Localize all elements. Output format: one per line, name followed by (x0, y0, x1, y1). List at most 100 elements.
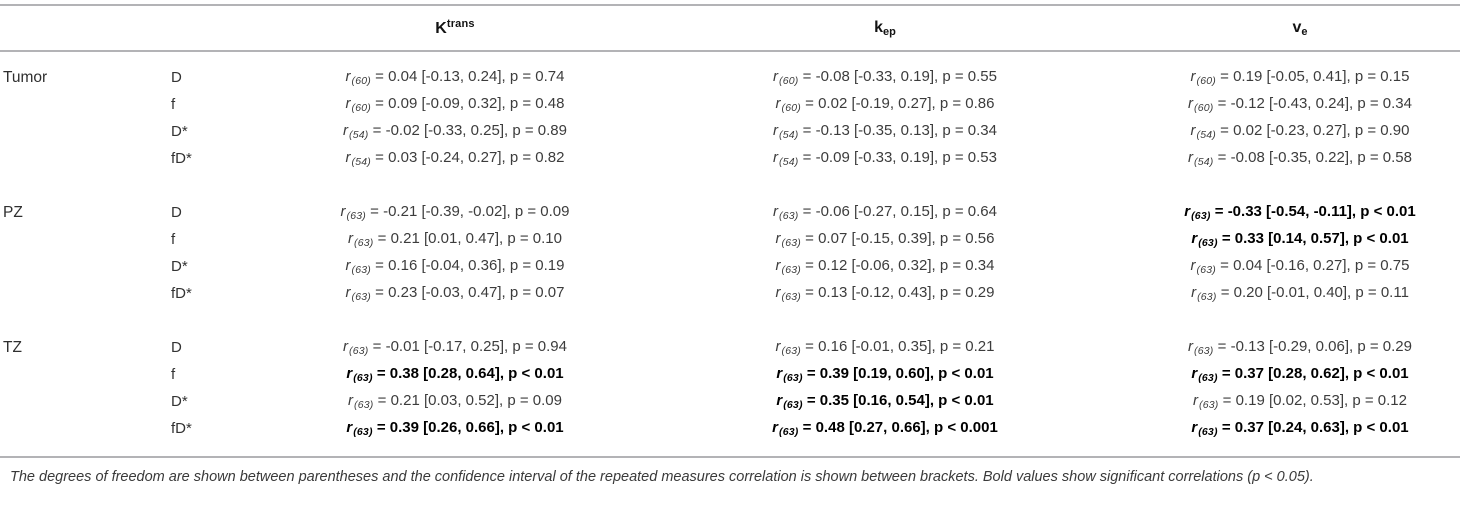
corr-value: = -0.13 [-0.29, 0.06], p = 0.29 (1213, 338, 1412, 355)
df-subscript: (63) (781, 345, 801, 357)
corr-cell-ve: r(63) = 0.20 [-0.01, 0.40], p = 0.11 (1140, 280, 1460, 307)
corr-cell-ve: r(54) = -0.08 [-0.35, 0.22], p = 0.58 (1140, 145, 1460, 172)
df-subscript: (54) (779, 156, 799, 168)
group-label-tz: TZ (3, 339, 22, 356)
r-symbol: r (1188, 149, 1194, 166)
table-footnote: The degrees of freedom are shown between… (0, 456, 1460, 490)
corr-value: = -0.02 [-0.33, 0.25], p = 0.89 (368, 122, 567, 139)
df-subscript: (60) (1194, 102, 1214, 114)
r-symbol: r (345, 149, 351, 166)
r-symbol: r (772, 419, 779, 436)
r-symbol: r (346, 419, 353, 436)
r-symbol: r (775, 257, 781, 274)
corr-cell-ktrans: r(63) = -0.21 [-0.39, -0.02], p = 0.09 (280, 199, 630, 226)
df-subscript: (63) (354, 237, 374, 249)
table-row-pz-fdstar: fD* r(63) = 0.23 [-0.03, 0.47], p = 0.07… (0, 280, 1460, 307)
r-symbol: r (348, 230, 354, 247)
corr-value: = 0.38 [0.28, 0.64], p < 0.01 (372, 365, 564, 382)
corr-value: = 0.35 [0.16, 0.54], p < 0.01 (802, 392, 994, 409)
ve-label: v (1292, 18, 1302, 36)
r-symbol: r (340, 203, 346, 220)
corr-value: = -0.21 [-0.39, -0.02], p = 0.09 (366, 203, 570, 220)
r-symbol: r (348, 392, 354, 409)
corr-value: = 0.23 [-0.03, 0.47], p = 0.07 (371, 284, 565, 301)
ktrans-label: K (435, 20, 447, 37)
corr-value: = 0.19 [0.02, 0.53], p = 0.12 (1218, 392, 1407, 409)
df-subscript: (63) (1198, 372, 1218, 384)
corr-value: = 0.37 [0.24, 0.63], p < 0.01 (1217, 419, 1409, 436)
corr-value: = 0.07 [-0.15, 0.39], p = 0.56 (801, 230, 995, 247)
corr-value: = -0.06 [-0.27, 0.15], p = 0.64 (798, 203, 997, 220)
corr-value: = 0.48 [0.27, 0.66], p < 0.001 (798, 419, 998, 436)
df-subscript: (54) (1196, 129, 1216, 141)
r-symbol: r (775, 284, 781, 301)
corr-cell-ktrans: r(54) = -0.02 [-0.33, 0.25], p = 0.89 (280, 118, 630, 145)
r-symbol: r (776, 392, 783, 409)
r-symbol: r (776, 365, 783, 382)
corr-value: = 0.04 [-0.16, 0.27], p = 0.75 (1216, 257, 1410, 274)
group-spacer (0, 172, 1460, 199)
corr-cell-kep: r(63) = 0.48 [0.27, 0.66], p < 0.001 (630, 415, 1140, 442)
correlation-table: Ktrans kep ve Tumor D r(60) = 0.04 [-0.1… (0, 4, 1460, 456)
df-subscript: (63) (1191, 210, 1211, 222)
r-symbol: r (1191, 284, 1197, 301)
corr-cell-ktrans: r(60) = 0.04 [-0.13, 0.24], p = 0.74 (280, 64, 630, 91)
corr-cell-ve: r(63) = 0.19 [0.02, 0.53], p = 0.12 (1140, 388, 1460, 415)
header-row: Ktrans kep ve (0, 5, 1460, 52)
corr-value: = 0.33 [0.14, 0.57], p < 0.01 (1217, 230, 1409, 247)
df-subscript: (54) (779, 129, 799, 141)
header-empty-param (170, 5, 280, 52)
r-symbol: r (345, 284, 351, 301)
df-subscript: (63) (1197, 291, 1217, 303)
df-subscript: (60) (351, 75, 371, 87)
corr-value: = 0.02 [-0.23, 0.27], p = 0.90 (1216, 122, 1410, 139)
corr-value: = 0.16 [-0.01, 0.35], p = 0.21 (801, 338, 995, 355)
col-header-ktrans: Ktrans (280, 5, 630, 52)
corr-value: = 0.16 [-0.04, 0.36], p = 0.19 (371, 257, 565, 274)
param-label: D* (171, 393, 188, 410)
corr-value: = 0.19 [-0.05, 0.41], p = 0.15 (1216, 68, 1410, 85)
param-label: fD* (171, 150, 192, 167)
df-subscript: (60) (351, 102, 371, 114)
corr-value: = -0.01 [-0.17, 0.25], p = 0.94 (368, 338, 567, 355)
r-symbol: r (1193, 392, 1199, 409)
corr-cell-ve: r(60) = 0.19 [-0.05, 0.41], p = 0.15 (1140, 64, 1460, 91)
df-subscript: (63) (346, 210, 366, 222)
table-row-tumor-d: Tumor D r(60) = 0.04 [-0.13, 0.24], p = … (0, 64, 1460, 91)
r-symbol: r (773, 122, 779, 139)
corr-cell-kep: r(63) = 0.12 [-0.06, 0.32], p = 0.34 (630, 253, 1140, 280)
table-row-tz-d: TZ D r(63) = -0.01 [-0.17, 0.25], p = 0.… (0, 334, 1460, 361)
group-label-tumor: Tumor (3, 69, 48, 86)
param-label: f (171, 366, 176, 383)
param-label: fD* (171, 285, 192, 302)
df-subscript: (54) (349, 129, 369, 141)
corr-value: = 0.09 [-0.09, 0.32], p = 0.48 (371, 95, 565, 112)
df-subscript: (60) (781, 102, 801, 114)
corr-value: = -0.13 [-0.35, 0.13], p = 0.34 (798, 122, 997, 139)
corr-value: = 0.20 [-0.01, 0.40], p = 0.11 (1216, 284, 1409, 301)
table-row-tz-dstar: D* r(63) = 0.21 [0.03, 0.52], p = 0.09 r… (0, 388, 1460, 415)
r-symbol: r (1190, 68, 1196, 85)
corr-value: = -0.33 [-0.54, -0.11], p < 0.01 (1210, 203, 1416, 220)
ktrans-superscript: trans (446, 18, 475, 30)
df-subscript: (63) (1198, 426, 1218, 438)
corr-cell-kep: r(63) = 0.13 [-0.12, 0.43], p = 0.29 (630, 280, 1140, 307)
df-subscript: (63) (353, 372, 373, 384)
r-symbol: r (345, 257, 351, 274)
param-label: f (171, 96, 176, 113)
corr-cell-ve: r(63) = 0.04 [-0.16, 0.27], p = 0.75 (1140, 253, 1460, 280)
r-symbol: r (1188, 338, 1194, 355)
table-row-tumor-fdstar: fD* r(54) = 0.03 [-0.24, 0.27], p = 0.82… (0, 145, 1460, 172)
corr-value: = 0.39 [0.19, 0.60], p < 0.01 (802, 365, 994, 382)
r-symbol: r (1184, 203, 1191, 220)
ve-subscript: e (1301, 25, 1308, 38)
df-subscript: (63) (351, 264, 371, 276)
table-row-tumor-dstar: D* r(54) = -0.02 [-0.33, 0.25], p = 0.89… (0, 118, 1460, 145)
corr-cell-ktrans: r(54) = 0.03 [-0.24, 0.27], p = 0.82 (280, 145, 630, 172)
df-subscript: (63) (1199, 399, 1219, 411)
corr-cell-kep: r(54) = -0.09 [-0.33, 0.19], p = 0.53 (630, 145, 1140, 172)
df-subscript: (63) (354, 399, 374, 411)
param-label: D (171, 69, 182, 86)
table-row-pz-d: PZ D r(63) = -0.21 [-0.39, -0.02], p = 0… (0, 199, 1460, 226)
corr-cell-kep: r(63) = 0.16 [-0.01, 0.35], p = 0.21 (630, 334, 1140, 361)
